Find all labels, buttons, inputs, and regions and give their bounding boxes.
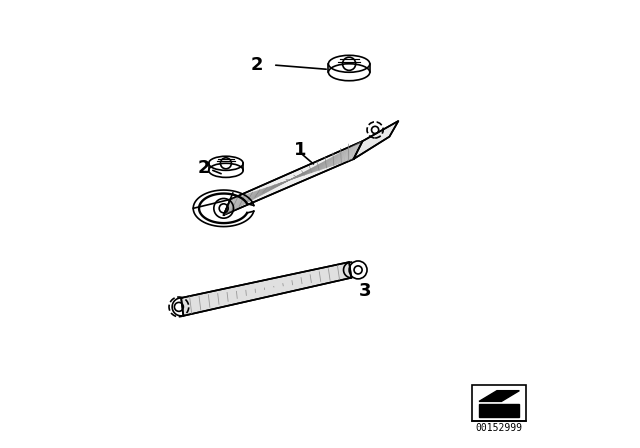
Polygon shape (224, 141, 362, 215)
Bar (472, 385, 526, 421)
Text: 2: 2 (197, 159, 210, 177)
Bar (479, 404, 519, 417)
Polygon shape (353, 121, 398, 159)
Text: 00152999: 00152999 (476, 423, 523, 433)
Polygon shape (479, 391, 520, 401)
Polygon shape (181, 262, 351, 316)
Text: 2: 2 (251, 56, 264, 74)
Text: 1: 1 (294, 141, 306, 159)
Text: 3: 3 (358, 282, 371, 300)
